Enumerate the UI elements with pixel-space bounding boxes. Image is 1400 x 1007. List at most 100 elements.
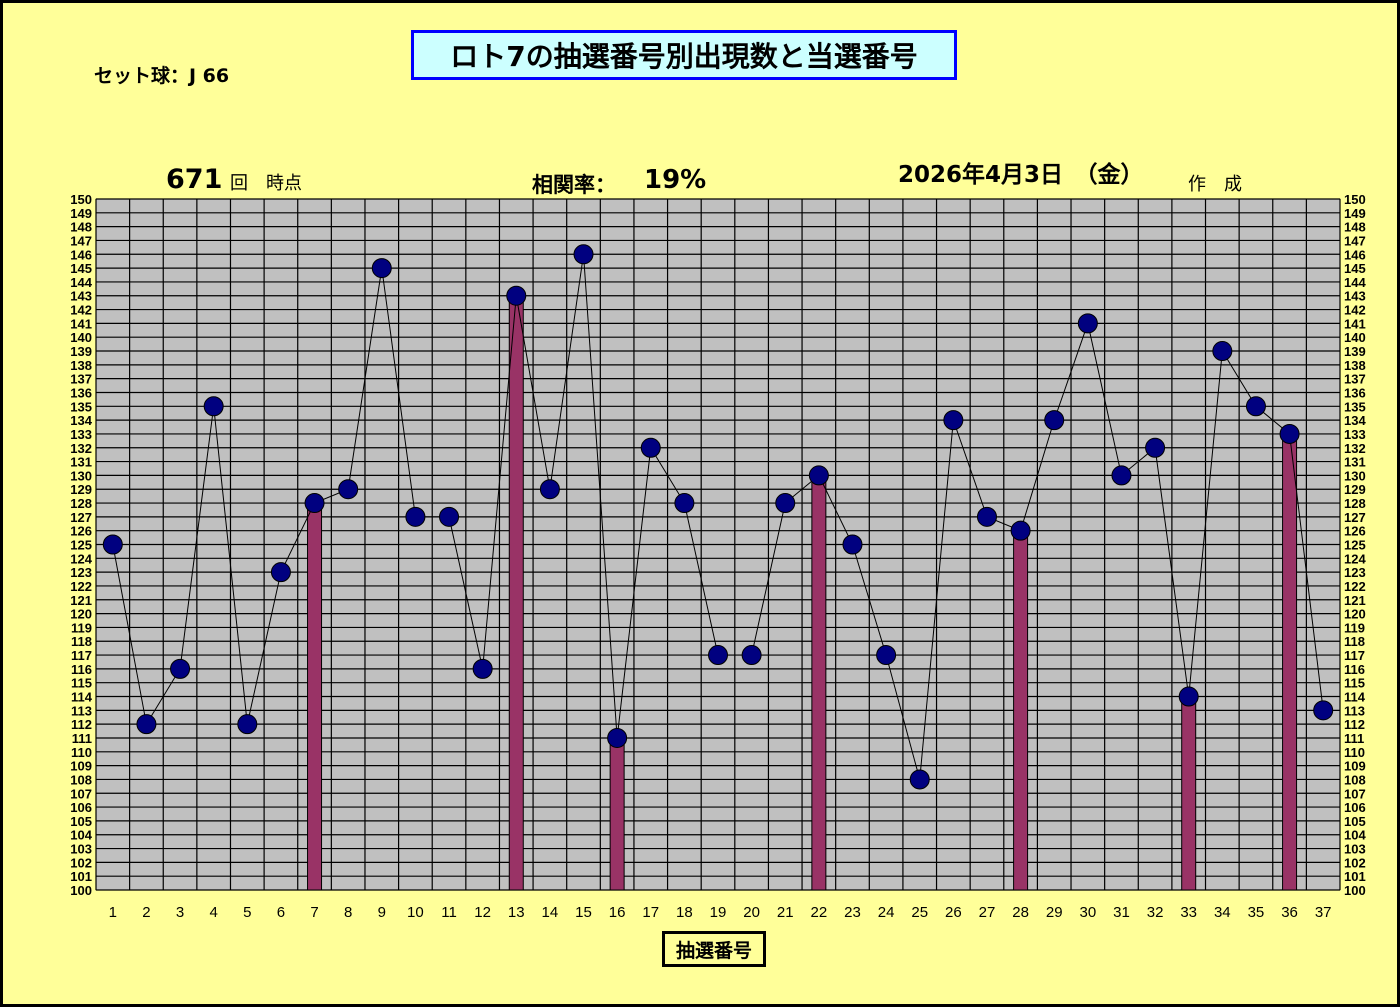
winning-number-bar — [609, 737, 625, 891]
y-tick-label-right: 124 — [1344, 551, 1366, 566]
y-tick-label-left: 142 — [70, 303, 92, 318]
y-tick-label-left: 103 — [70, 842, 92, 857]
frequency-point — [136, 714, 157, 735]
y-tick-label-left: 116 — [71, 662, 92, 677]
frequency-point — [506, 285, 527, 306]
y-tick-label-right: 103 — [1344, 842, 1366, 857]
x-tick-label: 5 — [243, 904, 251, 921]
y-tick-label-left: 106 — [70, 800, 92, 815]
y-tick-label-right: 114 — [1344, 690, 1366, 705]
frequency-point — [1010, 520, 1031, 541]
frequency-point — [708, 645, 728, 666]
set-ball-label: セット球：J 66 — [94, 65, 230, 87]
y-tick-label-right: 140 — [1344, 330, 1366, 345]
correlation-value: 19% — [644, 165, 707, 195]
x-tick-label: 18 — [676, 904, 693, 921]
y-tick-label-right: 120 — [1344, 607, 1366, 622]
y-tick-label-left: 104 — [70, 828, 92, 843]
y-tick-label-right: 132 — [1344, 441, 1366, 456]
y-tick-label-left: 130 — [70, 468, 92, 483]
frequency-point — [1212, 341, 1233, 362]
x-tick-label: 27 — [979, 904, 996, 921]
draw-count: 671 — [166, 164, 223, 195]
x-tick-label: 33 — [1180, 904, 1197, 921]
frequency-point — [842, 534, 863, 555]
x-tick-label: 23 — [844, 904, 861, 921]
y-tick-label-left: 108 — [70, 772, 92, 787]
y-tick-label-right: 110 — [1344, 745, 1365, 760]
y-tick-label-left: 140 — [70, 330, 92, 345]
y-tick-label-left: 121 — [70, 593, 92, 608]
winning-number-bar — [307, 502, 323, 891]
frequency-point — [1279, 423, 1300, 444]
y-tick-label-right: 143 — [1344, 289, 1366, 304]
y-tick-label-left: 149 — [70, 206, 92, 221]
frequency-point — [1178, 686, 1199, 707]
y-tick-label-left: 137 — [70, 372, 92, 387]
date: 2026年4月3日 （金） — [898, 162, 1144, 188]
y-tick-label-left: 138 — [70, 358, 92, 373]
y-tick-label-left: 139 — [70, 344, 92, 359]
frequency-point — [674, 493, 695, 514]
y-tick-label-right: 148 — [1344, 220, 1366, 235]
frequency-point — [573, 244, 594, 265]
y-tick-label-left: 132 — [70, 441, 92, 456]
correlation-label: 相関率： — [532, 173, 616, 197]
y-tick-label-right: 108 — [1344, 772, 1366, 787]
y-tick-label-left: 105 — [70, 814, 92, 829]
y-tick-label-left: 131 — [70, 455, 92, 470]
y-tick-label-left: 135 — [70, 399, 92, 414]
x-tick-label: 22 — [811, 904, 828, 921]
y-tick-label-left: 136 — [70, 385, 92, 400]
y-tick-label-left: 147 — [70, 233, 92, 248]
y-tick-label-right: 100 — [1344, 883, 1366, 898]
frequency-point — [102, 534, 123, 555]
y-tick-label-left: 146 — [70, 247, 92, 262]
x-tick-label: 28 — [1012, 904, 1029, 921]
chart-title: ロト7の抽選番号別出現数と当選番号 — [411, 30, 957, 80]
y-tick-label-right: 117 — [1344, 648, 1365, 663]
x-tick-label: 7 — [310, 904, 318, 921]
y-tick-label-left: 107 — [70, 786, 92, 801]
frequency-point — [607, 727, 628, 748]
frequency-point — [1145, 437, 1166, 458]
y-tick-label-right: 135 — [1344, 399, 1366, 414]
y-tick-label-left: 114 — [71, 690, 93, 705]
y-tick-label-left: 150 — [70, 192, 92, 207]
y-tick-label-right: 144 — [1344, 275, 1366, 290]
y-tick-label-left: 120 — [70, 607, 92, 622]
y-tick-label-right: 128 — [1344, 496, 1366, 511]
y-tick-label-right: 109 — [1344, 759, 1366, 774]
y-tick-label-right: 101 — [1344, 869, 1366, 884]
y-tick-label-right: 150 — [1344, 192, 1366, 207]
y-tick-label-left: 102 — [70, 855, 92, 870]
x-axis-title: 抽選番号 — [662, 931, 766, 967]
winning-number-bar — [1282, 433, 1298, 891]
frequency-point — [943, 410, 964, 431]
y-tick-label-right: 149 — [1344, 206, 1366, 221]
y-tick-label-left: 148 — [70, 220, 92, 235]
x-tick-label: 25 — [911, 904, 928, 921]
x-tick-label: 17 — [642, 904, 659, 921]
x-tick-label: 37 — [1315, 904, 1332, 921]
y-tick-label-right: 134 — [1344, 413, 1366, 428]
y-tick-label-right: 106 — [1344, 800, 1366, 815]
created-label: 作 成 — [1188, 174, 1242, 195]
frequency-point — [439, 506, 460, 527]
x-tick-label: 9 — [378, 904, 386, 921]
y-tick-label-left: 143 — [70, 289, 92, 304]
x-tick-label: 36 — [1281, 904, 1298, 921]
x-tick-label: 24 — [878, 904, 895, 921]
y-tick-label-left: 119 — [71, 620, 92, 635]
frequency-point — [775, 493, 796, 514]
x-tick-label: 35 — [1248, 904, 1265, 921]
y-tick-label-left: 134 — [70, 413, 92, 428]
frequency-point — [539, 479, 560, 500]
y-tick-label-right: 126 — [1344, 524, 1366, 539]
x-tick-label: 3 — [176, 904, 184, 921]
y-tick-label-left: 145 — [70, 261, 92, 276]
winning-number-bar — [811, 474, 827, 891]
frequency-point — [976, 506, 997, 527]
frequency-point — [338, 479, 359, 500]
frequency-point — [472, 658, 493, 679]
